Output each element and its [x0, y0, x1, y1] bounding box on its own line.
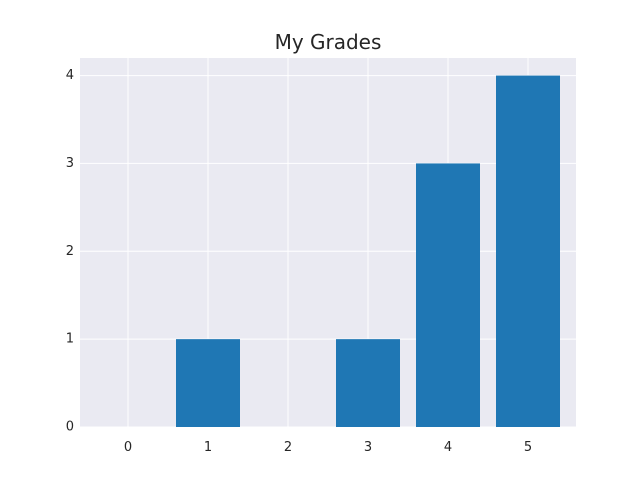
bar-4 [416, 163, 480, 427]
x-tick-label: 2 [284, 440, 292, 455]
grid-layer [80, 58, 576, 428]
x-axis-ticks: 0 1 2 3 4 5 [124, 440, 532, 455]
chart-title: My Grades [275, 30, 382, 54]
x-tick-label: 3 [364, 440, 372, 455]
bar-1 [176, 339, 240, 427]
y-tick-label: 0 [66, 420, 74, 435]
bar-layer [176, 75, 560, 428]
bar-5 [496, 75, 560, 428]
y-tick-label: 2 [66, 244, 74, 259]
bar-3 [336, 339, 400, 427]
y-tick-label: 1 [66, 332, 74, 347]
x-tick-label: 4 [444, 440, 452, 455]
x-tick-label: 5 [524, 440, 532, 455]
x-tick-label: 1 [204, 440, 212, 455]
y-tick-label: 3 [66, 156, 74, 171]
plot-area [80, 58, 576, 427]
y-tick-label: 4 [66, 68, 74, 83]
y-axis-ticks: 0 1 2 3 4 [66, 68, 74, 434]
x-tick-label: 0 [124, 440, 132, 455]
